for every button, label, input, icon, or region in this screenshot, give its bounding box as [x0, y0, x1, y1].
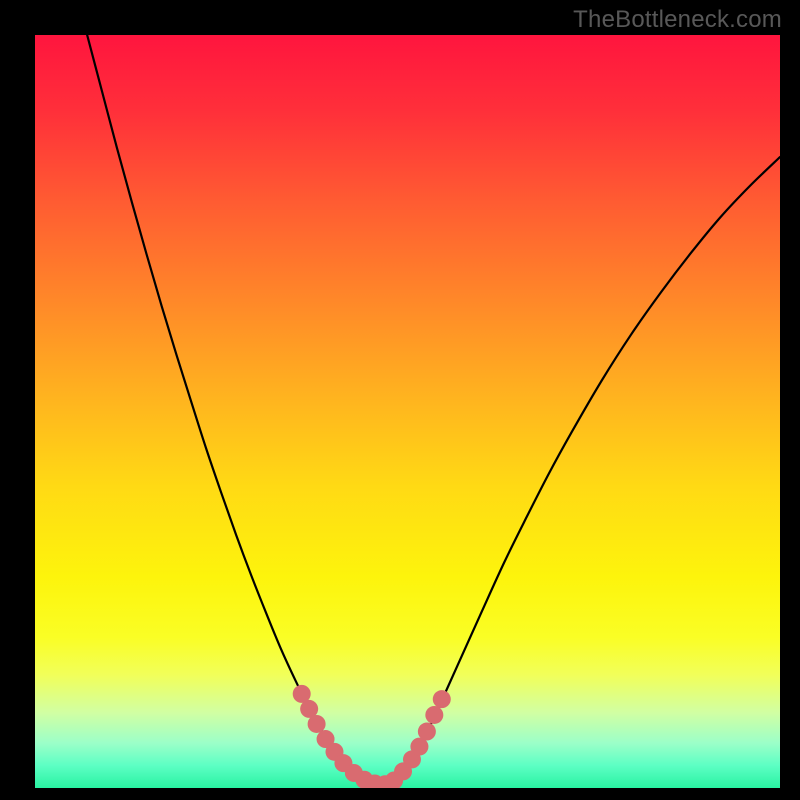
marker-dot: [425, 706, 443, 724]
watermark-text: TheBottleneck.com: [573, 6, 782, 34]
marker-dot: [418, 723, 436, 741]
chart-container: TheBottleneck.com: [0, 0, 800, 800]
gradient-background: [35, 35, 780, 788]
marker-dot: [433, 690, 451, 708]
marker-dot: [308, 715, 326, 733]
plot-svg: [35, 35, 780, 788]
plot-area: [35, 35, 780, 788]
